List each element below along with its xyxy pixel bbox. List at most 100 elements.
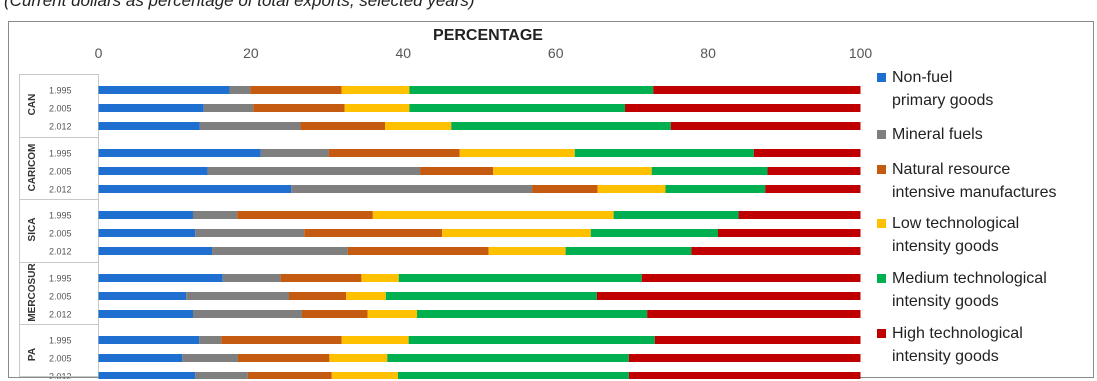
year-label: 2.005 <box>49 104 72 114</box>
bar-segment <box>98 372 196 379</box>
bar-segment <box>459 149 575 157</box>
year-label: 2.012 <box>49 122 72 132</box>
bar-segment <box>641 274 861 282</box>
bar-segment <box>329 354 388 362</box>
bar-segment <box>372 211 614 219</box>
bar-segment <box>98 274 223 282</box>
bar-segment <box>98 104 204 112</box>
group-label: MERCOSUR <box>27 263 38 322</box>
group-label: SICA <box>27 218 38 242</box>
legend-swatch <box>877 219 886 228</box>
chart-title: PERCENTAGE <box>433 27 543 44</box>
legend-swatch <box>877 165 886 174</box>
legend-swatch <box>877 130 886 139</box>
bar-segment <box>98 247 213 255</box>
bar-segment <box>300 122 386 130</box>
bar-segment <box>346 292 386 300</box>
bar-segment <box>182 354 238 362</box>
bar-segment <box>98 229 196 237</box>
bar-segment <box>328 149 460 157</box>
bar-segment <box>98 86 230 94</box>
year-label: 2.012 <box>49 372 72 380</box>
legend-label: Low technological <box>892 215 1019 232</box>
bar-segment <box>691 247 861 255</box>
bar-segment <box>718 229 861 237</box>
chart-caption: (Current dollars as percentage of total … <box>4 0 475 10</box>
bar-segment <box>417 310 648 318</box>
bar-segment <box>212 247 348 255</box>
group-label: CAN <box>27 94 38 116</box>
year-label: 1.995 <box>49 336 72 346</box>
bar-segment <box>613 211 739 219</box>
bar-segment <box>488 247 566 255</box>
bar-segment <box>597 185 666 193</box>
bar-segment <box>647 310 861 318</box>
bar-segment <box>398 274 642 282</box>
legend-swatch <box>877 329 886 338</box>
year-label: 1.995 <box>49 86 72 96</box>
bar-segment <box>361 274 399 282</box>
bar-segment <box>247 372 332 379</box>
bar-segment <box>596 292 861 300</box>
bar-segment <box>408 336 655 344</box>
bar-segment <box>98 354 183 362</box>
bar-segment <box>409 104 626 112</box>
x-tick-label: 80 <box>700 45 716 61</box>
bar-segment <box>628 372 861 379</box>
bar-segment <box>98 336 200 344</box>
bar-segment <box>203 104 254 112</box>
bar-segment <box>385 122 452 130</box>
x-tick-label: 40 <box>396 45 412 61</box>
x-tick-label: 100 <box>849 45 873 61</box>
bar-segment <box>367 310 418 318</box>
bar-segment <box>397 372 629 379</box>
bar-segment <box>753 149 861 157</box>
bar-segment <box>387 354 629 362</box>
bar-segment <box>665 185 766 193</box>
bar-segment <box>253 104 345 112</box>
bar-segment <box>565 247 692 255</box>
bar-segment <box>192 211 238 219</box>
bar-segment <box>207 167 421 175</box>
bar-segment <box>331 372 398 379</box>
bar-segment <box>574 149 754 157</box>
bar-segment <box>651 167 768 175</box>
year-label: 2.012 <box>49 310 72 320</box>
legend-label: Mineral fuels <box>892 126 983 143</box>
legend-label: intensity goods <box>892 293 999 310</box>
bar-segment <box>765 185 861 193</box>
bar-segment <box>98 149 261 157</box>
legend-label: intensity goods <box>892 238 999 255</box>
legend-label: intensity goods <box>892 348 999 365</box>
bar-segment <box>237 211 373 219</box>
bar-segment <box>237 354 330 362</box>
bar-segment <box>301 310 368 318</box>
bar-segment <box>420 167 494 175</box>
bar-segment <box>98 292 187 300</box>
x-tick-label: 60 <box>548 45 564 61</box>
legend-label: intensive manufactures <box>892 184 1057 201</box>
bar-segment <box>289 292 347 300</box>
year-label: 2.012 <box>49 247 72 257</box>
bar-segment <box>250 86 342 94</box>
bar-segment <box>341 336 409 344</box>
bar-segment <box>341 86 410 94</box>
bar-segment <box>532 185 598 193</box>
group-label: CARICOM <box>27 144 38 192</box>
year-label: 2.012 <box>49 185 72 195</box>
bar-segment <box>344 104 410 112</box>
group-label: PA <box>27 348 38 361</box>
year-label: 1.995 <box>49 211 72 221</box>
stacked-bar-chart: PERCENTAGE 0 20 40 60 80 100 CAN 1.995 2.005 2.01… <box>19 27 1057 380</box>
bar-segment <box>192 310 302 318</box>
bar-segment <box>628 354 861 362</box>
bar-segment <box>625 104 861 112</box>
bar-segment <box>229 86 251 94</box>
bar-segment <box>186 292 289 300</box>
legend-swatch <box>877 274 886 283</box>
bar-segment <box>98 310 193 318</box>
year-label: 2.005 <box>49 292 72 302</box>
bar-segment <box>291 185 533 193</box>
legend-label: Natural resource <box>892 161 1010 178</box>
legend-label: High technological <box>892 325 1023 342</box>
